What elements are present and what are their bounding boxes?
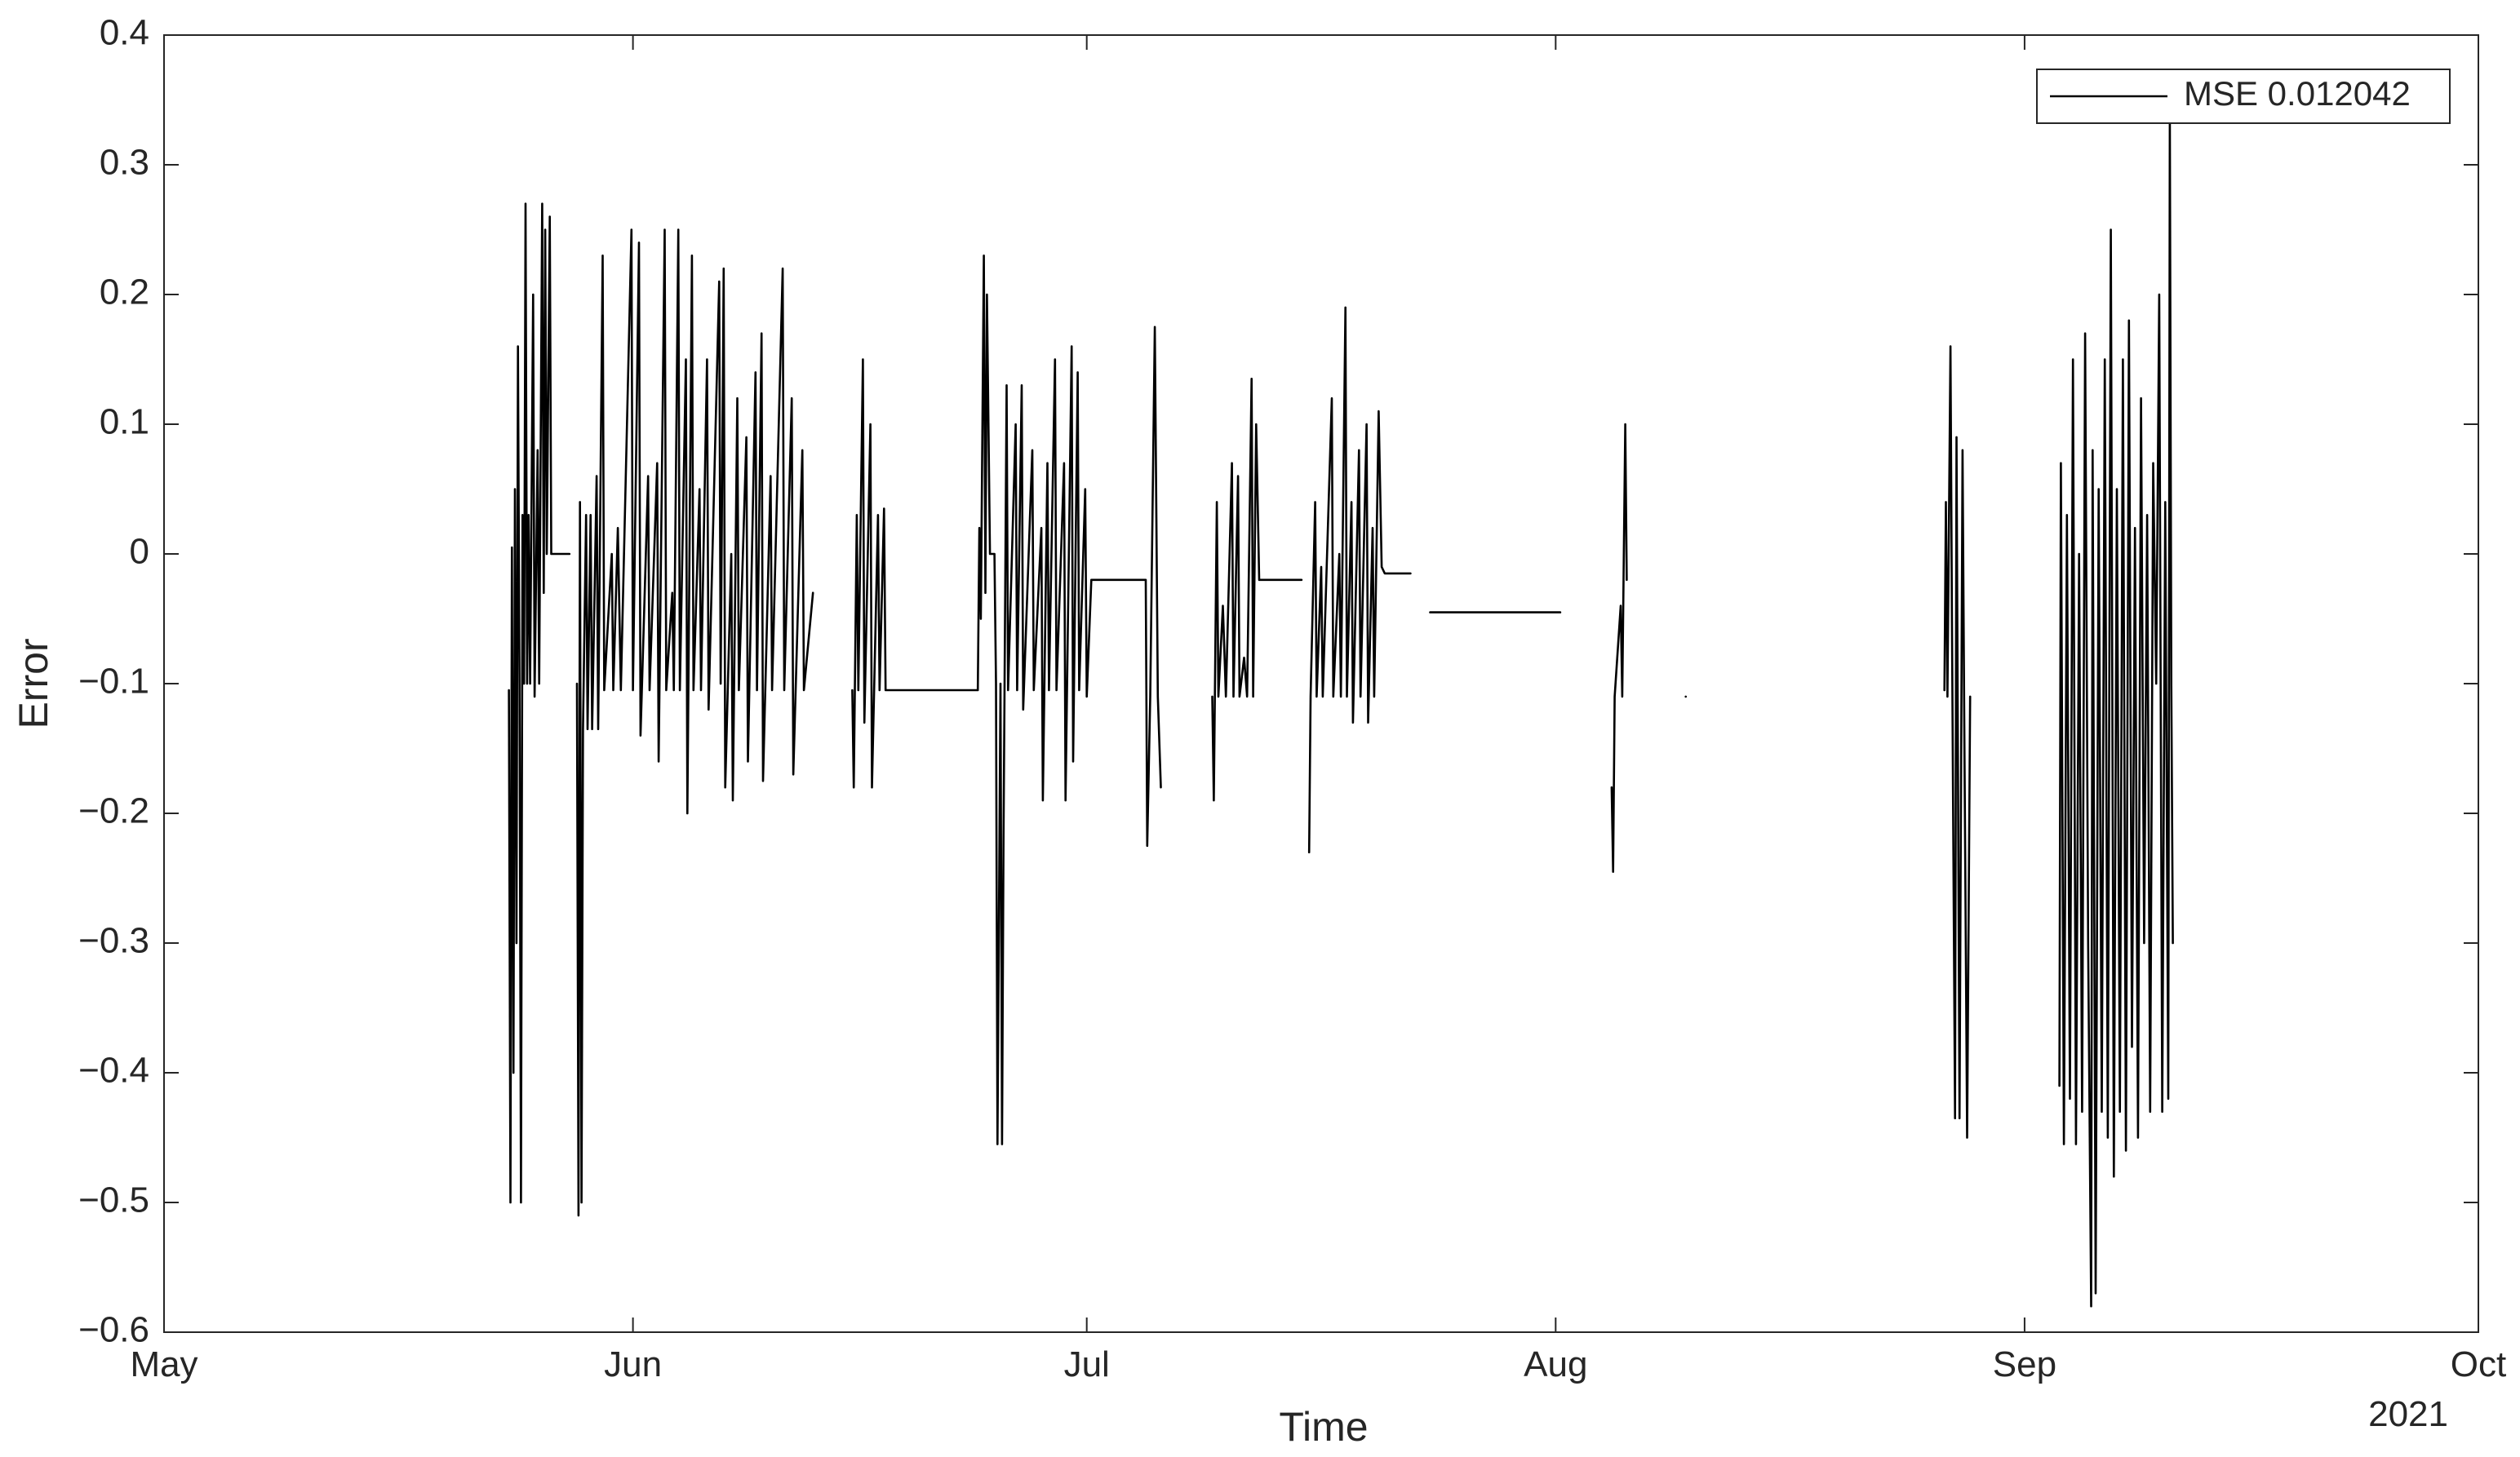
x-year-label: 2021 (2368, 1394, 2448, 1434)
y-tick-label: 0.3 (100, 143, 149, 183)
x-axis-title: Time (1279, 1404, 1368, 1450)
data-line (508, 112, 2174, 1308)
y-tick-label: −0.5 (78, 1180, 149, 1220)
x-tick-label: Oct (2451, 1344, 2506, 1384)
x-tick-label: Jun (604, 1344, 662, 1384)
x-tick-label: May (130, 1344, 197, 1384)
y-tick-label: −0.6 (78, 1310, 149, 1350)
y-tick-label: −0.4 (78, 1051, 149, 1091)
y-tick-label: −0.1 (78, 662, 149, 702)
y-tick-label: 0.2 (100, 272, 149, 312)
y-tick-label: 0.1 (100, 402, 149, 442)
y-tick-label: 0 (130, 532, 149, 572)
y-tick-label: 0.4 (100, 13, 149, 53)
plot-frame (163, 34, 2479, 1333)
legend-label: MSE 0.012042 (2184, 74, 2411, 113)
y-tick-label: −0.3 (78, 921, 149, 961)
y-tick-label: −0.2 (78, 791, 149, 831)
x-tick-label: Sep (1993, 1344, 2056, 1384)
x-tick-label: Aug (1524, 1344, 1587, 1384)
x-tick-label: Jul (1064, 1344, 1110, 1384)
y-axis-title: Error (11, 638, 56, 728)
